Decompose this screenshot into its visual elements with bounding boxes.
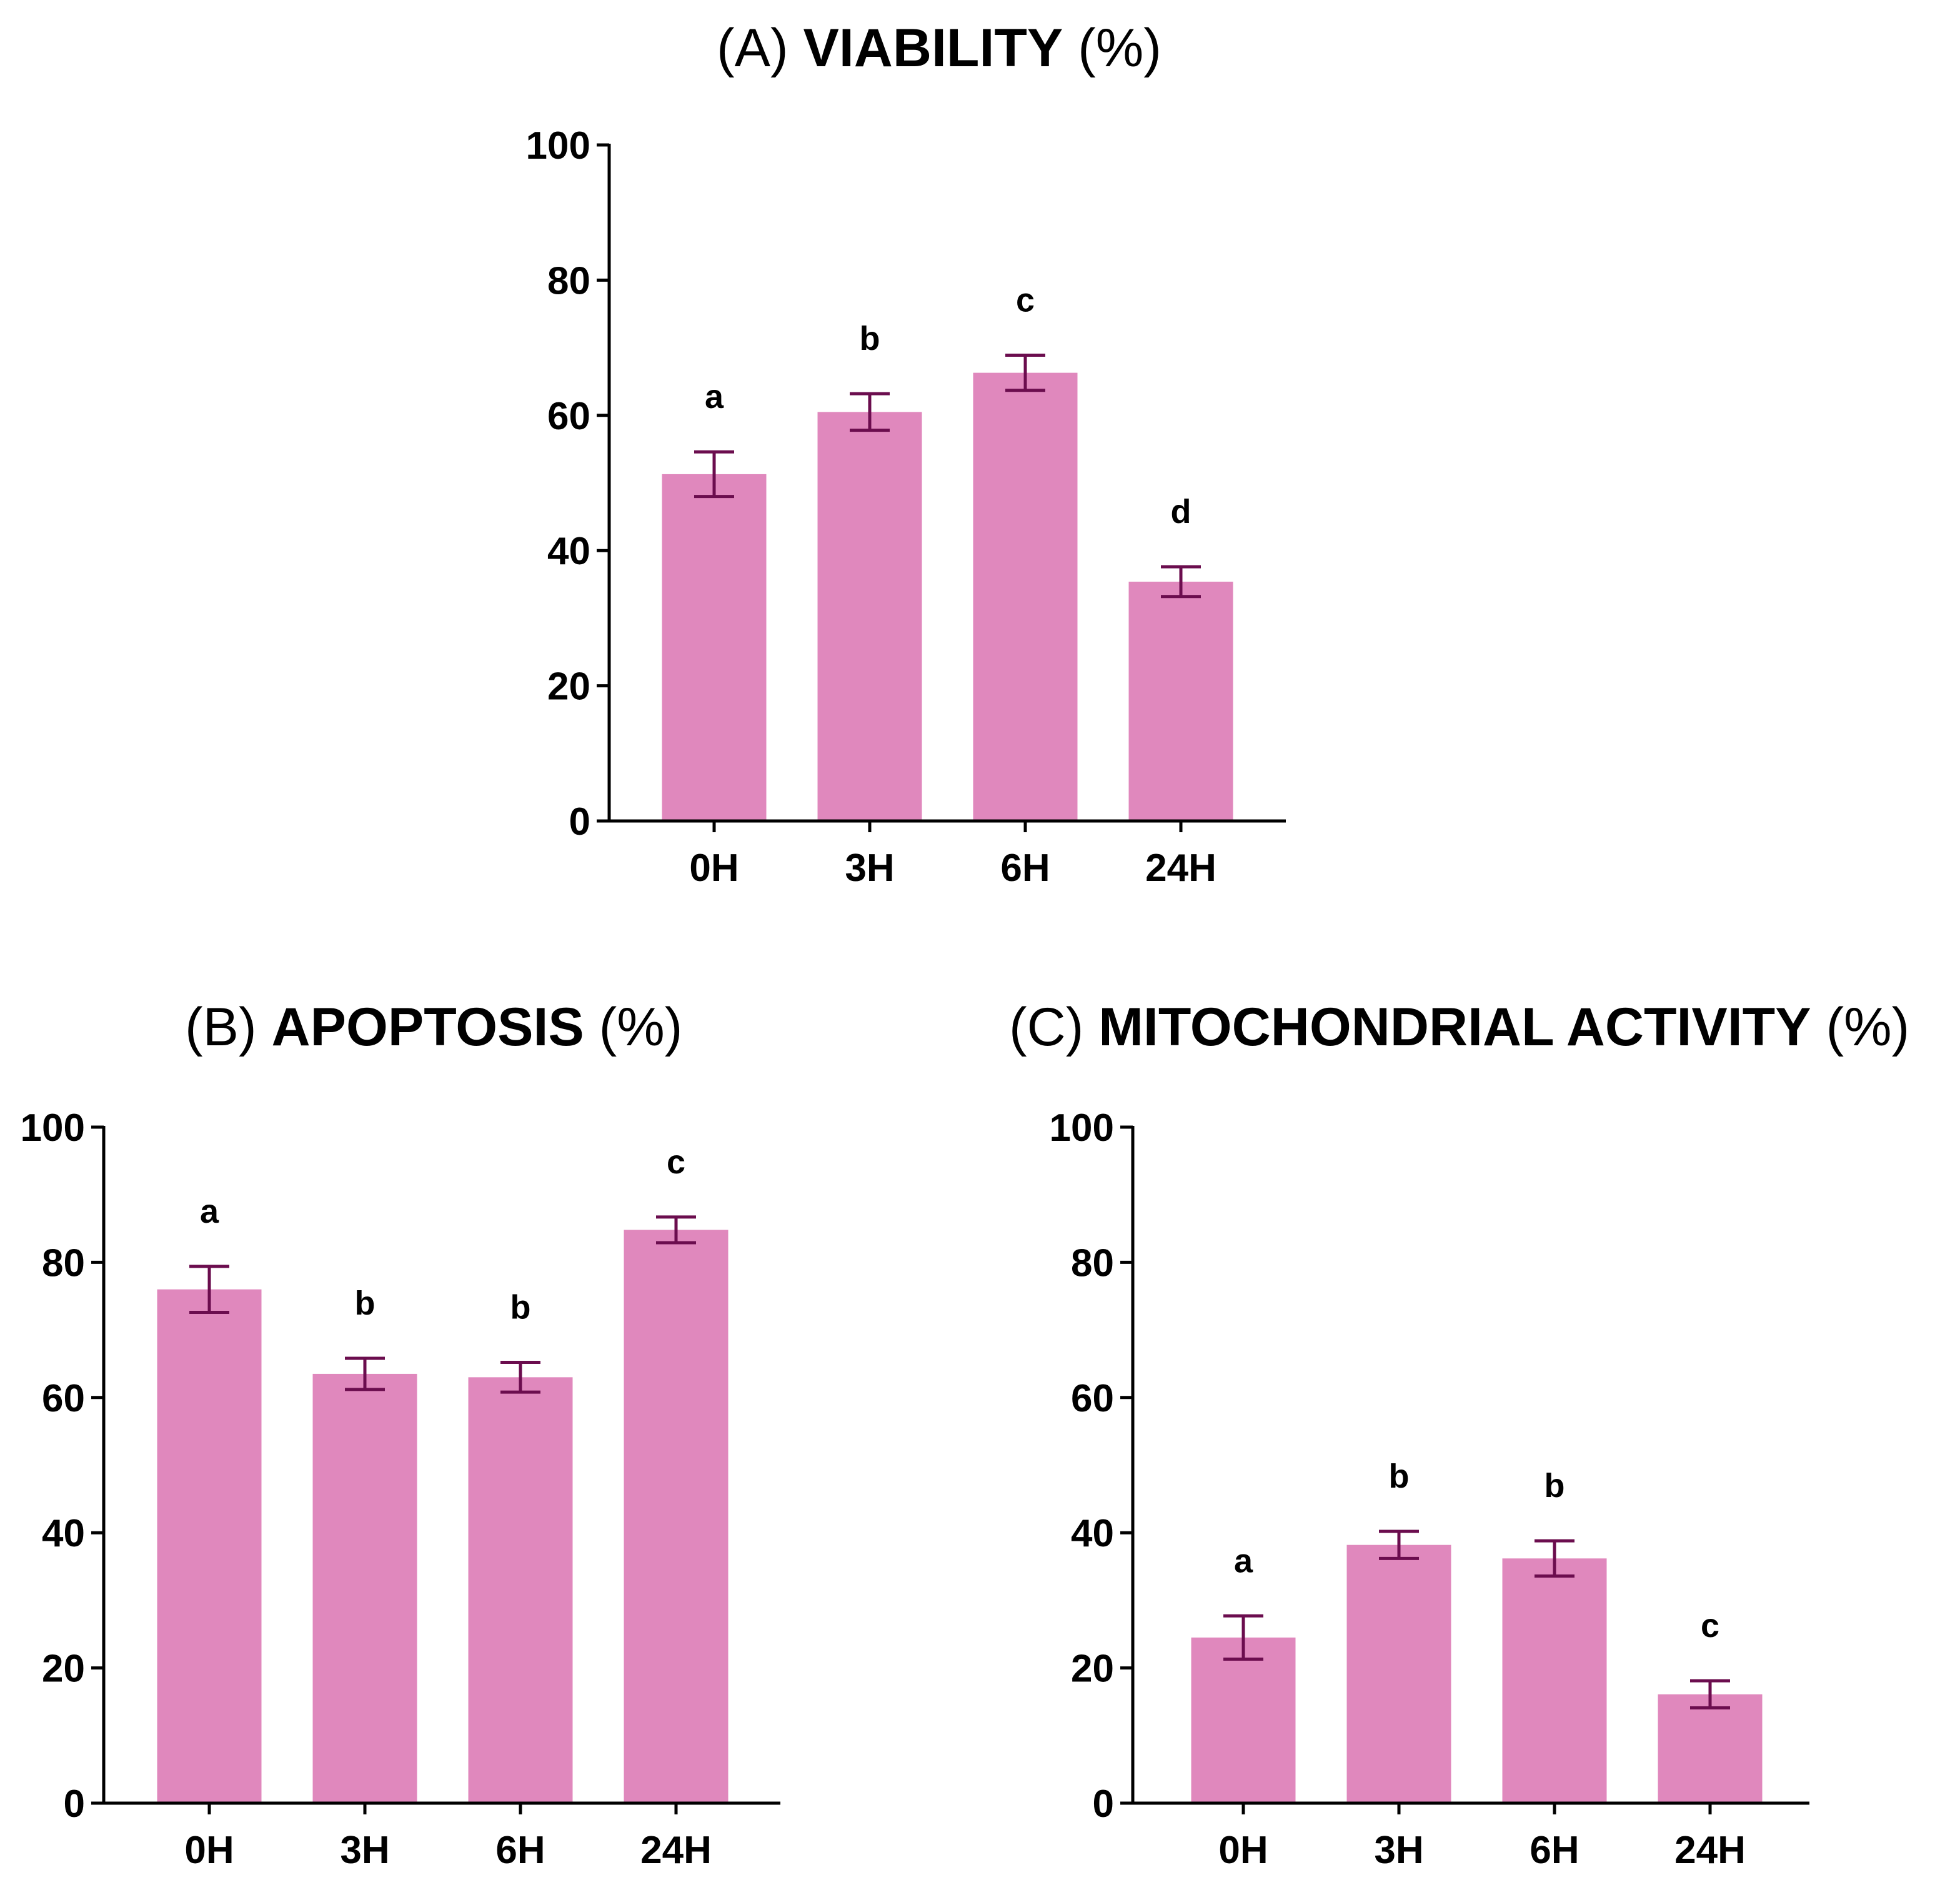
x-tick-label-a-0: 0H bbox=[689, 847, 739, 890]
significance-letter-b-3: c bbox=[667, 1143, 685, 1181]
panel-title-b: (B) APOPTOSIS (%) bbox=[185, 997, 682, 1058]
y-tick-label-b-2: 40 bbox=[42, 1512, 85, 1555]
bar-c-24h bbox=[1658, 1694, 1763, 1803]
y-tick-label-c-4: 80 bbox=[1071, 1241, 1114, 1285]
significance-letter-a-0: a bbox=[705, 378, 724, 415]
bar-a-6h bbox=[973, 372, 1078, 821]
significance-letter-a-2: c bbox=[1016, 282, 1035, 319]
panel-title-c: (C) MITOCHONDRIAL ACTIVITY (%) bbox=[1009, 997, 1909, 1058]
title-suffix: (%) bbox=[1811, 997, 1910, 1057]
x-tick-label-a-2: 6H bbox=[1000, 847, 1050, 890]
y-tick-label-c-0: 0 bbox=[1093, 1783, 1114, 1826]
x-tick-label-b-1: 3H bbox=[340, 1829, 389, 1872]
bar-a-3h bbox=[817, 412, 922, 821]
significance-letter-b-2: b bbox=[510, 1289, 531, 1326]
significance-letter-c-1: b bbox=[1389, 1458, 1410, 1495]
y-tick-label-c-2: 40 bbox=[1071, 1512, 1114, 1555]
significance-letter-a-3: d bbox=[1171, 493, 1191, 530]
title-bold: MITOCHONDRIAL ACTIVITY bbox=[1098, 997, 1811, 1057]
title-prefix: (C) bbox=[1009, 997, 1099, 1057]
x-tick-label-b-0: 0H bbox=[184, 1829, 234, 1872]
y-tick-label-b-0: 0 bbox=[64, 1783, 85, 1826]
significance-letter-a-1: b bbox=[860, 320, 880, 357]
significance-letter-c-0: a bbox=[1234, 1542, 1253, 1579]
bar-a-24h bbox=[1128, 581, 1233, 821]
significance-letter-c-2: b bbox=[1545, 1467, 1565, 1505]
bar-c-6h bbox=[1502, 1558, 1607, 1803]
title-prefix: (A) bbox=[717, 18, 803, 78]
y-tick-label-b-4: 80 bbox=[42, 1241, 85, 1285]
significance-letter-c-3: c bbox=[1701, 1607, 1719, 1644]
significance-letter-b-1: b bbox=[355, 1285, 376, 1322]
y-tick-label-c-3: 60 bbox=[1071, 1377, 1114, 1420]
y-tick-label-a-0: 0 bbox=[569, 800, 590, 843]
x-tick-label-a-3: 24H bbox=[1145, 847, 1216, 890]
x-tick-label-c-3: 24H bbox=[1674, 1829, 1746, 1872]
y-tick-label-a-1: 20 bbox=[547, 665, 590, 709]
bar-c-3h bbox=[1346, 1544, 1451, 1803]
bar-c-0h bbox=[1191, 1637, 1296, 1803]
y-tick-label-b-3: 60 bbox=[42, 1377, 85, 1420]
significance-letter-b-0: a bbox=[200, 1193, 219, 1230]
y-tick-label-b-5: 100 bbox=[21, 1107, 85, 1150]
title-bold: APOPTOSIS bbox=[271, 997, 584, 1057]
bar-a-0h bbox=[662, 474, 767, 821]
y-tick-label-b-1: 20 bbox=[42, 1648, 85, 1691]
y-tick-label-a-5: 100 bbox=[526, 124, 590, 167]
panel-title-a: (A) VIABILITY (%) bbox=[717, 17, 1162, 79]
y-tick-label-a-4: 80 bbox=[547, 259, 590, 302]
bar-b-24h bbox=[624, 1230, 729, 1803]
x-tick-label-a-1: 3H bbox=[845, 847, 894, 890]
y-tick-label-c-5: 100 bbox=[1050, 1107, 1114, 1150]
bar-b-6h bbox=[468, 1377, 573, 1803]
x-tick-label-b-3: 24H bbox=[640, 1829, 712, 1872]
title-bold: VIABILITY bbox=[803, 18, 1063, 78]
x-tick-label-b-2: 6H bbox=[495, 1829, 545, 1872]
bar-b-0h bbox=[157, 1289, 262, 1803]
y-tick-label-a-3: 60 bbox=[547, 395, 590, 438]
x-tick-label-c-2: 6H bbox=[1530, 1829, 1579, 1872]
title-prefix: (B) bbox=[185, 997, 272, 1057]
title-suffix: (%) bbox=[1063, 18, 1162, 78]
bar-b-3h bbox=[312, 1373, 417, 1803]
y-tick-label-a-2: 40 bbox=[547, 530, 590, 573]
title-suffix: (%) bbox=[584, 997, 683, 1057]
y-tick-label-c-1: 20 bbox=[1071, 1648, 1114, 1691]
x-tick-label-c-0: 0H bbox=[1218, 1829, 1268, 1872]
x-tick-label-c-1: 3H bbox=[1374, 1829, 1423, 1872]
